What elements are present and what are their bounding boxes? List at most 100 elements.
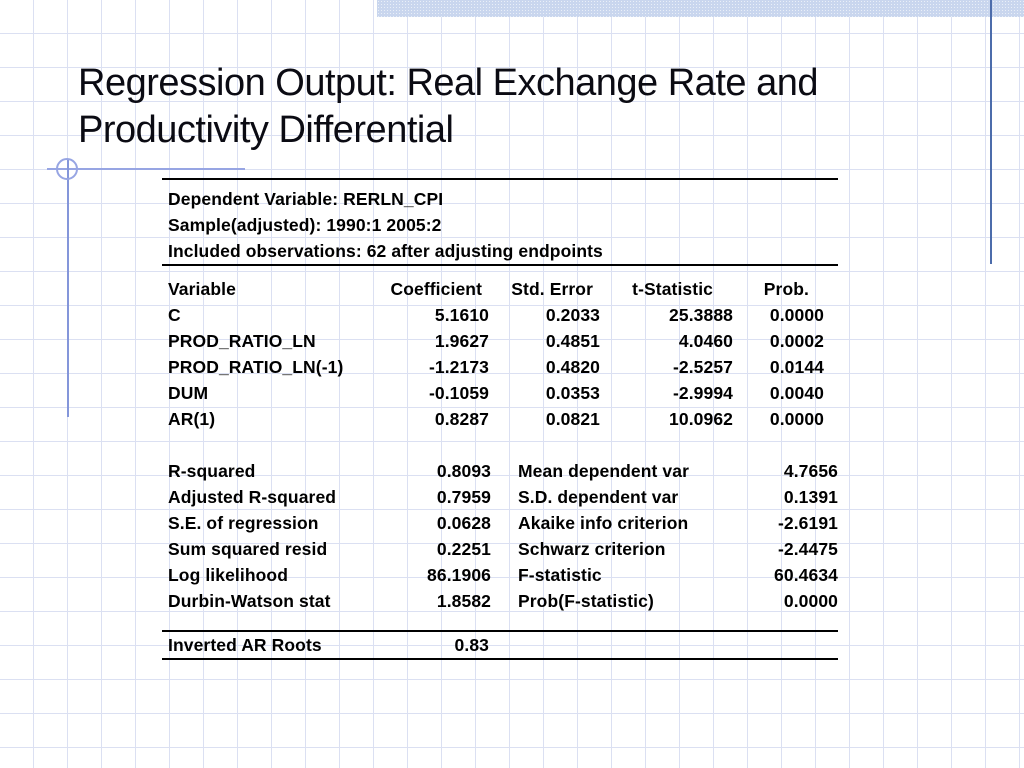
cell-stat-value-left: 0.0628 [436,513,491,533]
top-accent-band [377,0,1024,17]
cell-stat-label-left: Durbin-Watson stat [168,591,331,611]
cell-variable: PROD_RATIO_LN [168,331,316,351]
inverted-ar-roots-table: Inverted AR Roots 0.83 [162,632,838,658]
cell-stat-value-left: 0.2251 [436,539,491,559]
summary-table-body: R-squared 0.8093 Mean dependent var 4.76… [162,458,838,614]
cell-stat-value-left: 86.1906 [427,565,491,585]
table-rule-after-header [162,264,838,266]
cell-variable: AR(1) [168,409,216,429]
cell-std-error: 0.2033 [545,305,600,325]
cell-prob: 0.0000 [769,409,824,429]
col-header-t-statistic: t-Statistic [632,279,713,299]
inverted-ar-roots-row: Inverted AR Roots 0.83 [162,632,838,658]
col-header-coefficient: Coefficient [390,279,482,299]
cell-stat-label-left: Log likelihood [168,565,289,585]
cell-stat-value-right: -2.4475 [777,539,838,559]
cell-coefficient: 0.8287 [434,409,489,429]
coefficient-row: PROD_RATIO_LN 1.9627 0.4851 4.0460 0.000… [162,328,838,354]
cell-stat-label-left: Adjusted R-squared [168,487,337,507]
summary-row: Adjusted R-squared 0.7959 S.D. dependent… [162,484,838,510]
cell-stat-value-right: -2.6191 [777,513,838,533]
cell-gap [491,484,518,510]
cell-t-statistic: 10.0962 [669,409,733,429]
cell-stat-value-left: 1.8582 [436,591,491,611]
summary-row: S.E. of regression 0.0628 Akaike info cr… [162,510,838,536]
cell-coefficient: 5.1610 [434,305,489,325]
regression-output-table: Dependent Variable: RERLN_CPI Sample(adj… [162,178,838,660]
cell-gap [491,510,518,536]
summary-statistics-table: R-squared 0.8093 Mean dependent var 4.76… [162,458,838,614]
cell-empty [489,632,838,658]
coefficient-row: PROD_RATIO_LN(-1) -1.2173 0.4820 -2.5257… [162,354,838,380]
cell-variable: DUM [168,383,209,403]
coefficient-row: DUM -0.1059 0.0353 -2.9994 0.0040 [162,380,838,406]
cell-coefficient: -1.2173 [428,357,489,377]
cell-gap [491,588,518,614]
sample-line: Sample(adjusted): 1990:1 2005:2 [168,215,442,235]
cell-prob: 0.0000 [769,305,824,325]
cell-coefficient: -0.1059 [428,383,489,403]
cell-t-statistic: -2.5257 [672,357,733,377]
col-header-std-error: Std. Error [511,279,593,299]
table-rule-top [162,178,838,180]
coefficient-row: AR(1) 0.8287 0.0821 10.0962 0.0000 [162,406,838,432]
cell-stat-label-right: F-statistic [518,565,602,585]
coefficients-table: Variable Coefficient Std. Error t-Statis… [162,276,838,432]
coefficient-row: C 5.1610 0.2033 25.3888 0.0000 [162,302,838,328]
cell-std-error: 0.4820 [545,357,600,377]
cell-stat-label-right: S.D. dependent var [518,487,679,507]
cell-variable: C [168,305,181,325]
cell-prob: 0.0040 [769,383,824,403]
table-rule-before-footer [162,630,838,632]
cell-stat-value-right: 60.4634 [774,565,838,585]
slide-title-line2: Productivity Differential [78,109,454,151]
cell-stat-label-right: Akaike info criterion [518,513,689,533]
cell-stat-label-right: Prob(F-statistic) [518,591,654,611]
blank-row-spacer [162,432,838,458]
table-rule-bottom [162,658,838,660]
cell-stat-value-right: 0.0000 [783,591,838,611]
slide-title: Regression Output: Real Exchange Rate an… [78,60,958,154]
cell-inverted-ar-roots-value: 0.83 [454,635,489,655]
column-header-row: Variable Coefficient Std. Error t-Statis… [162,276,838,302]
cell-gap [491,562,518,588]
cell-stat-value-left: 0.7959 [436,487,491,507]
cell-std-error: 0.4851 [545,331,600,351]
cell-prob: 0.0144 [769,357,824,377]
equation-header-block: Dependent Variable: RERLN_CPI Sample(adj… [162,180,838,264]
decoration-horizontal-line [47,168,245,170]
cell-variable: PROD_RATIO_LN(-1) [168,357,344,377]
cell-inverted-ar-roots-label: Inverted AR Roots [168,635,322,655]
cell-coefficient: 1.9627 [434,331,489,351]
cell-stat-label-left: Sum squared resid [168,539,328,559]
right-accent-line [990,0,992,264]
cell-t-statistic: 25.3888 [669,305,733,325]
cell-stat-label-left: R-squared [168,461,256,481]
cell-std-error: 0.0821 [545,409,600,429]
cell-t-statistic: 4.0460 [678,331,733,351]
cell-stat-label-right: Schwarz criterion [518,539,666,559]
cell-gap [491,458,518,484]
cell-gap [491,536,518,562]
cell-std-error: 0.0353 [545,383,600,403]
col-header-variable: Variable [168,279,236,299]
summary-row: Durbin-Watson stat 1.8582 Prob(F-statist… [162,588,838,614]
coefficients-table-body: C 5.1610 0.2033 25.3888 0.0000 PROD_RATI… [162,302,838,432]
summary-row: Sum squared resid 0.2251 Schwarz criteri… [162,536,838,562]
summary-row: Log likelihood 86.1906 F-statistic 60.46… [162,562,838,588]
dependent-variable-line: Dependent Variable: RERLN_CPI [168,189,444,209]
slide-title-line1: Regression Output: Real Exchange Rate an… [78,62,818,104]
cell-stat-label-right: Mean dependent var [518,461,690,481]
summary-row: R-squared 0.8093 Mean dependent var 4.76… [162,458,838,484]
decoration-circle [56,158,78,180]
included-observations-line: Included observations: 62 after adjustin… [168,241,603,261]
decoration-vertical-line [67,159,69,417]
cell-t-statistic: -2.9994 [672,383,733,403]
col-header-prob: Prob. [763,279,809,299]
cell-stat-value-left: 0.8093 [436,461,491,481]
cell-prob: 0.0002 [769,331,824,351]
coefficients-table-head: Variable Coefficient Std. Error t-Statis… [162,276,838,302]
cell-stat-value-right: 4.7656 [783,461,838,481]
cell-stat-label-left: S.E. of regression [168,513,319,533]
